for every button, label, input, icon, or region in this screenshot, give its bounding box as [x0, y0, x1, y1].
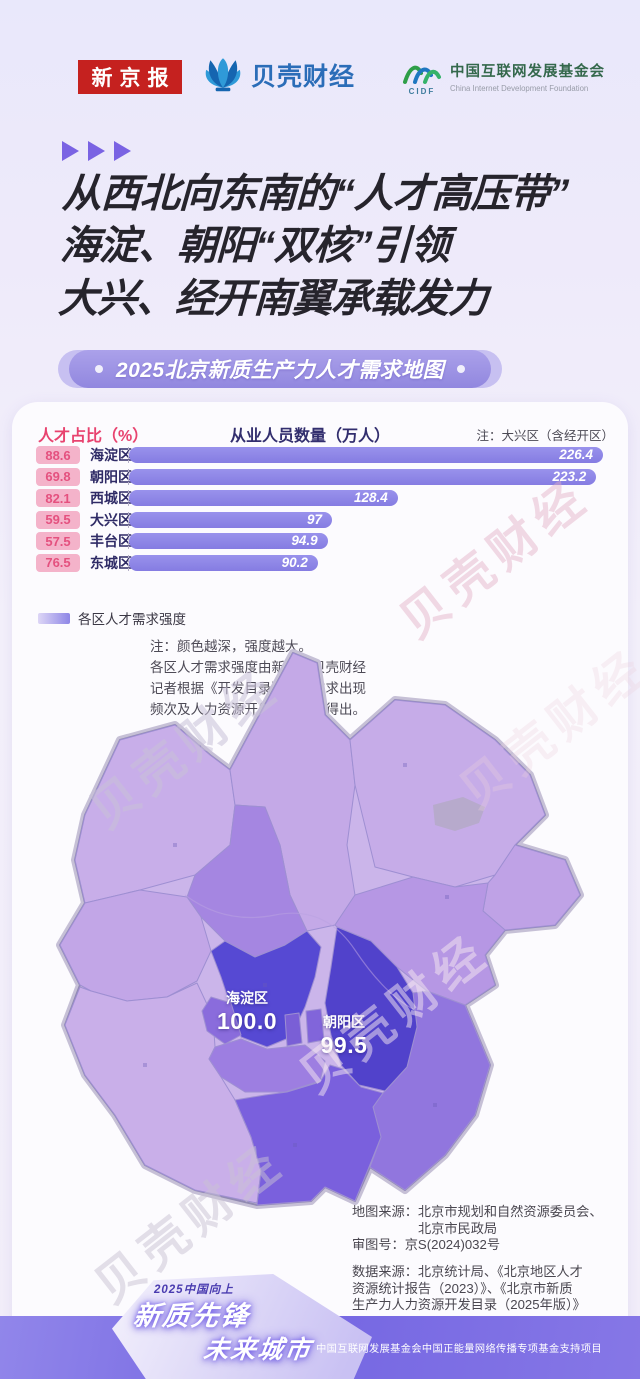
data-source: 数据来源：北京统计局、《北京地区人才 资源统计报告（2023）》、《北京市新质 …	[352, 1264, 586, 1314]
page-title: 从西北向东南的“人才高压带” 海淀、朝阳“双核”引领 大兴、经开南翼承载发力	[57, 168, 632, 325]
bar-track: 97	[128, 511, 603, 528]
percent-badge: 59.5	[36, 510, 80, 529]
beijing-map	[25, 645, 625, 1215]
bar-value-label: 94.9	[291, 533, 318, 549]
title-line-3: 大兴、经开南翼承载发力	[57, 276, 488, 321]
bar-track: 226.4	[128, 447, 603, 463]
arrow-icon	[88, 141, 105, 161]
bar-chart-row: 76.5 东城区 90.2	[36, 553, 616, 572]
data-source-line: 生产力人力资源开发目录（2025年版）》	[352, 1297, 586, 1312]
percent-badge: 88.6	[36, 446, 80, 464]
section-banner-pill: 2025北京新质生产力人才需求地图	[69, 350, 491, 388]
map-district-mentougou	[59, 889, 212, 1002]
map-source-line: 地图来源：北京市规划和自然资源委员会、	[352, 1204, 603, 1219]
shell-finance-logo: 贝壳财经	[202, 54, 355, 96]
district-label: 大兴区	[90, 511, 132, 528]
data-source-line: 资源统计报告（2023）》、《北京市新质	[352, 1280, 573, 1296]
district-label: 东城区	[90, 554, 132, 571]
employees-bar: 226.4	[129, 447, 603, 463]
data-source-line: 数据来源：北京统计局、《北京地区人才	[352, 1264, 583, 1279]
district-label: 西城区	[90, 490, 132, 507]
shell-finance-logo-text: 贝壳财经	[251, 63, 356, 91]
beijing-news-logo-text: 新京报	[91, 66, 176, 90]
chart-right-header: 从业人员数量（万人）	[230, 428, 391, 445]
bar-chart-row: 88.6 海淀区 226.4	[36, 446, 616, 464]
bar-value-label: 90.2	[281, 554, 308, 570]
banner-dot-right	[457, 365, 465, 373]
chart-left-header: 人才占比（%）	[38, 428, 149, 445]
map-source: 地图来源：北京市规划和自然资源委员会、 北京市民政局 审图号：京S(2024)0…	[352, 1204, 603, 1254]
footer-brand-line1: 新质先锋	[131, 1301, 252, 1331]
map-river	[184, 894, 416, 1011]
map-district-fengtai	[208, 1038, 326, 1093]
triple-arrow-icon	[62, 141, 131, 161]
map-district-daxing	[234, 1064, 384, 1206]
map-district-dongcheng	[305, 1008, 325, 1044]
bar-chart-row: 59.5 大兴区 97	[36, 510, 616, 529]
bar-track: 94.9	[128, 533, 603, 550]
map-district-xicheng	[284, 1012, 303, 1047]
bar-chart-row: 57.5 丰台区 94.9	[36, 532, 616, 551]
cidf-icon	[402, 60, 442, 86]
title-line-2: 海淀、朝阳“双核”引领	[59, 224, 450, 269]
bar-value-label: 223.2	[552, 468, 587, 484]
percent-badge: 82.1	[36, 489, 80, 508]
banner-title: 2025北京新质生产力人才需求地图	[115, 359, 445, 382]
map-legend: 各区人才需求强度	[38, 608, 186, 628]
percent-badge: 76.5	[36, 553, 80, 572]
map-label-haidian: 海淀区 100.0	[217, 988, 277, 1035]
percent-badge: 57.5	[36, 532, 80, 551]
district-label: 朝阳区	[90, 468, 132, 485]
map-source-line: 北京市民政局	[418, 1220, 498, 1236]
legend-label: 各区人才需求强度	[78, 612, 186, 627]
bar-track: 223.2	[128, 468, 603, 485]
bar-value-label: 128.4	[354, 490, 388, 506]
footer-support-text: 中国互联网发展基金会中国正能量网络传播专项基金支持项目	[316, 1344, 602, 1355]
employees-bar: 90.2	[129, 554, 318, 571]
map-source-line: 审图号：京S(2024)032号	[352, 1237, 501, 1252]
employees-bar: 97	[129, 511, 333, 528]
bar-chart: 88.6 海淀区 226.4 69.8 朝阳区 223.2	[36, 446, 616, 577]
map-label-value: 100.0	[216, 1008, 278, 1034]
cidf-name-zh: 中国互联网发展基金会	[450, 64, 605, 80]
chart-note: 注：大兴区（含经开区）	[476, 429, 614, 443]
arrow-icon	[114, 141, 131, 161]
title-line-1: 从西北向东南的“人才高压带”	[61, 172, 569, 216]
map-reservoir	[433, 797, 485, 831]
bar-chart-row: 69.8 朝阳区 223.2	[36, 467, 616, 486]
bar-track: 128.4	[128, 490, 603, 507]
footer-tagline: 2025中国向上	[154, 1284, 234, 1296]
beijing-map-svg	[56, 649, 584, 1209]
map-label-chaoyang: 朝阳区 99.5	[321, 1012, 368, 1059]
employees-bar: 128.4	[129, 490, 398, 507]
map-note-line: 注：颜色越深，强度越大。	[150, 639, 312, 654]
bar-track: 90.2	[128, 554, 603, 571]
shell-icon	[202, 54, 244, 96]
district-label: 丰台区	[90, 533, 132, 550]
percent-badge: 69.8	[36, 467, 80, 486]
bar-value-label: 226.4	[559, 447, 593, 462]
map-label-value: 99.5	[320, 1032, 368, 1058]
arrow-icon	[62, 141, 79, 161]
employees-bar: 223.2	[129, 468, 597, 485]
cidf-logo: CIDF 中国互联网发展基金会 China Internet Developme…	[402, 60, 605, 96]
legend-gradient-swatch	[38, 612, 70, 624]
bar-value-label: 97	[307, 511, 323, 527]
map-label-district: 海淀区	[226, 990, 268, 1006]
map-district-seats	[143, 763, 449, 1147]
cidf-abbr: CIDF	[408, 87, 436, 96]
content-card: 人才占比（%） 从业人员数量（万人） 注：大兴区（含经开区） 88.6 海淀区 …	[12, 402, 628, 1379]
section-banner: 2025北京新质生产力人才需求地图	[58, 350, 502, 388]
map-district-shijingshan	[201, 996, 242, 1045]
employees-bar: 94.9	[129, 533, 328, 550]
district-label: 海淀区	[90, 447, 132, 463]
beijing-news-logo: 新京报	[78, 60, 182, 94]
map-label-district: 朝阳区	[322, 1014, 365, 1030]
bar-chart-row: 82.1 西城区 128.4	[36, 489, 616, 508]
map-district-chaoyang	[324, 926, 418, 1092]
cidf-name-en: China Internet Development Foundation	[450, 84, 589, 93]
banner-dot-left	[95, 365, 103, 373]
